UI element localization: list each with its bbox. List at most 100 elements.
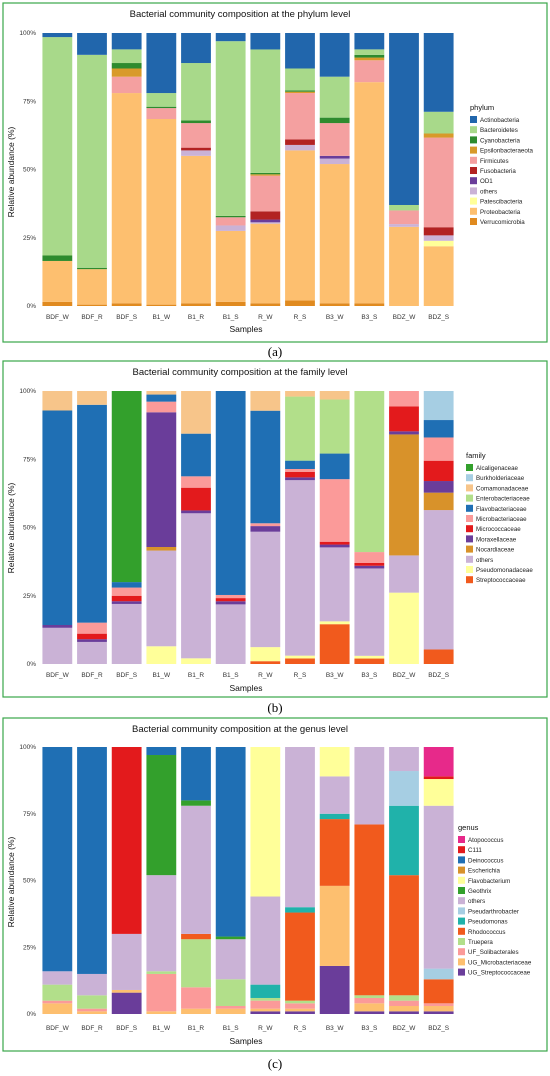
y-tick-label: 0%: [27, 303, 37, 310]
bar-segment-uf-solibacterales: [146, 973, 177, 1012]
bar-segment-c111: [111, 747, 142, 934]
bar-segment-micrococcaceae: [389, 406, 419, 432]
bar-segment-pseudarthrobacter: [423, 968, 454, 980]
bar-segment-others: [285, 747, 315, 908]
bar-segment-uf-solibacterales: [181, 987, 211, 1009]
y-tick-label: 100%: [19, 30, 36, 37]
bar-segment-comamonadaceae: [285, 391, 315, 397]
bar-segment-pseudomonas: [250, 984, 281, 998]
bar-segment-actinobacteria: [146, 33, 177, 94]
legend-swatch: [458, 948, 465, 956]
bar-segment-epsilonbacteraeota: [111, 68, 142, 77]
x-tick-label: BDF_R: [81, 672, 103, 679]
bar-segment-verrucomicrobia: [319, 303, 350, 306]
bar-segment-pseudomonas: [389, 805, 419, 876]
x-tick-label: BDF_W: [46, 314, 70, 321]
legend-entry-label: Enterobacteriaceae: [476, 496, 530, 503]
x-tick-label: B1_S: [223, 672, 240, 679]
legend-entry-label: others: [476, 557, 493, 564]
bar-segment-others: [215, 604, 246, 664]
bar-segment-verrucomicrobia: [146, 304, 177, 306]
legend-swatch: [470, 146, 477, 154]
bar-segment-truepera: [354, 995, 385, 998]
legend-swatch: [466, 474, 473, 482]
bar-segment-bacteroidetes: [77, 54, 107, 268]
bar-segment-moraxellaceae: [423, 481, 454, 493]
legend-swatch: [458, 846, 465, 854]
x-tick-label: BDF_W: [46, 1025, 70, 1032]
bar-segment-moraxellaceae: [250, 526, 281, 532]
legend-entry-label: Actinobacteria: [480, 117, 520, 124]
bar-segment-others: [389, 747, 419, 772]
bar-segment-nocardiaceae: [423, 492, 454, 511]
legend-swatch: [466, 576, 473, 584]
legend-swatch: [470, 218, 477, 225]
legend-title: genus: [458, 823, 479, 832]
legend-swatch: [458, 907, 465, 915]
legend-entry-label: Geothrix: [468, 888, 492, 895]
bar-segment-rhodococcus: [423, 979, 454, 1004]
legend-title: family: [466, 451, 486, 460]
bar-segment-fusobacteria: [285, 139, 315, 145]
bar-segment-actinobacteria: [77, 33, 107, 55]
bar-segment-microbacteriaceae: [146, 401, 177, 413]
bar-segment-firmicutes: [423, 137, 454, 228]
bar-segment-truepera: [389, 995, 419, 1001]
bar-segment-others: [215, 939, 246, 980]
legend-swatch: [466, 555, 473, 563]
legend-entry-label: Burkholderiaceae: [476, 475, 525, 482]
bar-segment-ug-streptococcaceae: [389, 1011, 419, 1014]
bar-segment-microbacteriaceae: [250, 523, 281, 527]
bar-segment-nocardiaceae: [389, 434, 419, 556]
bar-segment-moraxellaceae: [215, 601, 246, 605]
bar-segment-moraxellaceae: [319, 544, 350, 548]
bar-segment-others: [423, 510, 454, 650]
bar-segment-rhodococcus: [389, 875, 419, 996]
phylum-chart-panel: Bacterial community composition at the p…: [2, 2, 548, 343]
bar-segment-moraxellaceae: [111, 601, 142, 604]
bar-segment-micrococcaceae: [319, 541, 350, 545]
legend-swatch: [458, 958, 465, 966]
panel-caption-a: (a): [268, 344, 282, 359]
legend-entry-label: Pseudarthrobacter: [468, 908, 519, 915]
legend-title: phylum: [470, 103, 494, 112]
bar-segment-microbacteriaceae: [319, 479, 350, 542]
x-tick-label: BDF_R: [81, 1025, 103, 1032]
bar-segment-od1: [319, 155, 350, 159]
legend-entry-label: others: [480, 188, 497, 195]
bar-segment-others: [389, 555, 419, 593]
bar-segment-moraxellaceae: [389, 431, 419, 435]
bar-segment-verrucomicrobia: [111, 303, 142, 306]
y-tick-label: 50%: [23, 525, 36, 532]
bar-segment-others: [250, 896, 281, 985]
chart-title: Bacterial community composition at the g…: [132, 724, 348, 735]
bar-segment-c111: [423, 776, 454, 780]
x-tick-label: B3_W: [326, 672, 345, 679]
bar-segment-microbacteriaceae: [423, 437, 454, 461]
y-tick-label: 75%: [23, 811, 36, 818]
bar-segment-comamonadaceae: [181, 391, 211, 434]
bar-segment-firmicutes: [250, 175, 281, 212]
bar-segment-ug-microbacteriaceae: [389, 1005, 419, 1012]
bar-segment-pseudomonadaceae: [181, 658, 211, 664]
bar-segment-moraxellaceae: [354, 565, 385, 569]
bar-segment-cyanobacteria: [111, 63, 142, 69]
legend-entry-label: Patescibacteria: [480, 199, 523, 206]
bar-segment-others: [181, 513, 211, 659]
bar-segment-geothrix: [181, 800, 211, 806]
bar-segment-actinobacteria: [423, 33, 454, 112]
bar-segment-firmicutes: [354, 60, 385, 83]
chart-title: Bacterial community composition at the p…: [130, 9, 351, 20]
x-tick-label: B3_S: [361, 314, 378, 321]
bar-segment-rhodococcus: [319, 819, 350, 886]
y-tick-label: 25%: [23, 235, 36, 242]
bar-segment-cyanobacteria: [146, 106, 177, 109]
x-tick-label: BDF_R: [81, 314, 103, 321]
x-tick-label: BDF_W: [46, 672, 70, 679]
bar-segment-truepera: [146, 971, 177, 974]
x-tick-label: B1_R: [188, 1025, 205, 1032]
bar-segment-fusobacteria: [423, 227, 454, 236]
y-tick-label: 50%: [23, 878, 36, 885]
bar-segment-deinococcus: [146, 747, 177, 756]
legend-swatch: [458, 887, 465, 894]
